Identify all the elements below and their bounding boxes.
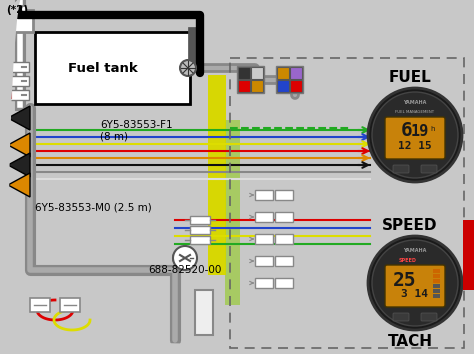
Text: (*2): (*2) [6, 5, 28, 15]
Text: h: h [431, 126, 435, 132]
Bar [433, 274, 440, 278]
FancyBboxPatch shape [385, 265, 445, 307]
Polygon shape [8, 153, 30, 177]
Bar [7, 10, 33, 32]
Bar [275, 234, 293, 244]
Bar [255, 190, 273, 200]
Bar [275, 212, 293, 222]
Bar [275, 278, 293, 288]
FancyBboxPatch shape [35, 32, 190, 104]
Bar [433, 269, 440, 273]
Circle shape [372, 92, 458, 178]
Bar [238, 67, 250, 79]
FancyBboxPatch shape [393, 313, 409, 321]
Bar [277, 67, 289, 79]
Bar [237, 66, 264, 93]
Bar [12, 6, 26, 14]
Text: FUEL: FUEL [389, 70, 431, 86]
Bar [190, 226, 210, 234]
Bar [255, 278, 273, 288]
Bar [190, 236, 210, 244]
Text: YAMAHA: YAMAHA [403, 249, 427, 253]
Bar [275, 256, 293, 266]
Bar [463, 220, 474, 290]
Polygon shape [8, 173, 30, 197]
Text: Fuel tank: Fuel tank [68, 62, 137, 74]
Bar [255, 234, 273, 244]
Text: 6Y5-83553-M0 (2.5 m): 6Y5-83553-M0 (2.5 m) [35, 202, 152, 212]
Bar [433, 294, 440, 298]
Bar [208, 75, 226, 275]
FancyBboxPatch shape [421, 165, 437, 173]
Bar [433, 279, 440, 283]
FancyBboxPatch shape [393, 165, 409, 173]
Text: 12 15: 12 15 [398, 141, 432, 151]
Text: 688-82520-00: 688-82520-00 [148, 265, 221, 275]
Text: SPEED: SPEED [399, 257, 417, 263]
Bar [195, 290, 213, 335]
Bar [251, 80, 263, 92]
Bar [7, 62, 29, 72]
Text: 3 14: 3 14 [401, 289, 428, 299]
Bar [255, 212, 273, 222]
Bar [433, 289, 440, 293]
Bar [238, 80, 250, 92]
Circle shape [372, 240, 458, 326]
Bar [290, 67, 302, 79]
Bar [433, 284, 440, 288]
Bar [276, 66, 303, 93]
Text: 25: 25 [393, 270, 417, 290]
FancyBboxPatch shape [421, 313, 437, 321]
Text: 19: 19 [411, 124, 429, 138]
Circle shape [368, 236, 462, 330]
Text: 6Y5-83553-F1
(8 m): 6Y5-83553-F1 (8 m) [100, 120, 173, 142]
Bar [251, 67, 263, 79]
Bar [275, 190, 293, 200]
Bar [277, 80, 289, 92]
Bar [255, 256, 273, 266]
Bar [7, 76, 29, 86]
Circle shape [368, 88, 462, 182]
Bar [7, 90, 29, 100]
Text: SPEED: SPEED [382, 218, 438, 234]
Bar [30, 298, 50, 312]
Bar [190, 216, 210, 224]
Polygon shape [8, 106, 30, 130]
Bar [60, 298, 80, 312]
Bar [208, 75, 226, 275]
Polygon shape [8, 133, 30, 157]
Circle shape [180, 60, 196, 76]
Bar [225, 120, 240, 305]
Text: YAMAHA: YAMAHA [403, 101, 427, 105]
Text: 6: 6 [401, 121, 413, 141]
FancyBboxPatch shape [232, 0, 474, 354]
FancyBboxPatch shape [385, 117, 445, 159]
Bar [290, 80, 302, 92]
Text: TACH: TACH [388, 335, 432, 349]
Bar [230, 58, 464, 348]
Circle shape [173, 246, 197, 270]
Text: FUEL MANAGEMENT: FUEL MANAGEMENT [395, 110, 435, 114]
